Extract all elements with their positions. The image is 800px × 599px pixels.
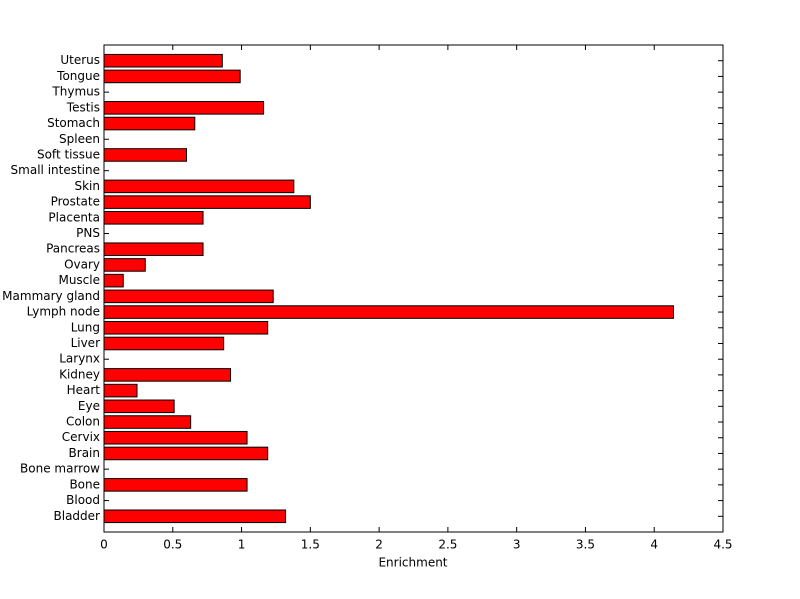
y-tick-label: Lymph node — [27, 305, 100, 319]
bar — [103, 69, 241, 84]
bar — [103, 368, 232, 382]
bar — [103, 101, 265, 115]
bar — [103, 415, 192, 429]
y-tick-label: Mammary gland — [2, 289, 100, 303]
y-tick-label: Larynx — [59, 352, 100, 366]
y-tick-label: Blood — [66, 493, 100, 507]
y-tick-label: Skin — [74, 179, 100, 193]
y-tick-label: Tongue — [56, 69, 100, 83]
bar — [103, 509, 287, 524]
bar — [103, 399, 175, 414]
y-tick-label: Liver — [71, 336, 101, 350]
x-tick-label: 0.5 — [163, 538, 182, 552]
bar — [103, 446, 269, 461]
y-tick-label: Bladder — [54, 509, 101, 523]
x-tick-label: 4 — [650, 538, 658, 552]
y-tick-label: Soft tissue — [37, 147, 100, 161]
x-tick-label: 2.5 — [438, 538, 457, 552]
bar — [103, 179, 295, 194]
bar — [103, 258, 146, 272]
y-tick-label: Prostate — [51, 195, 100, 209]
x-tick-label: 1.5 — [301, 538, 320, 552]
x-tick-label: 4.5 — [713, 538, 732, 552]
bar — [103, 478, 248, 492]
y-tick-label: Placenta — [48, 210, 100, 224]
bar — [103, 336, 225, 351]
y-tick-label: Pancreas — [46, 242, 100, 256]
y-tick-label: Cervix — [62, 430, 100, 444]
y-tick-label: Bone marrow — [20, 462, 100, 476]
bar — [103, 320, 269, 335]
bar — [103, 242, 204, 257]
y-tick-label: Lung — [71, 320, 100, 334]
y-tick-label: Brain — [69, 446, 100, 460]
x-tick-label: 1 — [238, 538, 246, 552]
x-tick-label: 3.5 — [576, 538, 595, 552]
x-axis-label: Enrichment — [378, 556, 447, 570]
bar — [103, 273, 124, 288]
y-tick-label: Heart — [67, 383, 101, 397]
y-tick-label: Kidney — [59, 367, 100, 381]
bar — [103, 53, 223, 68]
bar — [103, 211, 204, 225]
y-tick-label: Spleen — [59, 132, 100, 146]
bar — [103, 195, 311, 209]
y-tick-label: Colon — [66, 415, 100, 429]
y-tick-label: Eye — [78, 399, 100, 413]
x-tick-label: 3 — [513, 538, 521, 552]
bar — [103, 289, 274, 304]
y-tick-label: PNS — [76, 226, 100, 240]
y-tick-label: Bone — [69, 477, 100, 491]
x-tick-label: 0 — [100, 538, 108, 552]
y-tick-label: Stomach — [47, 116, 100, 130]
bar — [103, 116, 196, 131]
bar — [103, 383, 138, 398]
y-tick-label: Ovary — [64, 257, 100, 271]
x-tick-label: 2 — [375, 538, 383, 552]
bar — [103, 148, 188, 162]
y-tick-label: Muscle — [58, 273, 100, 287]
y-tick-label: Thymus — [51, 85, 100, 99]
y-tick-label: Testis — [66, 100, 100, 114]
y-tick-label: Small intestine — [11, 163, 100, 177]
bar — [103, 305, 674, 319]
y-tick-label: Uterus — [60, 53, 100, 67]
bar — [103, 430, 248, 445]
